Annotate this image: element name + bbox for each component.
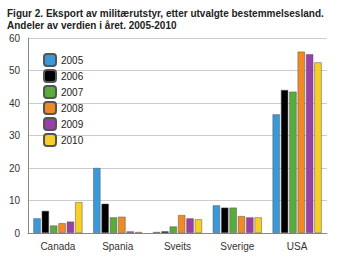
svg-text:2007: 2007: [61, 87, 84, 98]
svg-text:2009: 2009: [61, 119, 84, 130]
svg-text:40: 40: [9, 98, 21, 109]
svg-text:0: 0: [14, 228, 20, 239]
svg-text:2005: 2005: [61, 55, 84, 66]
svg-text:2010: 2010: [61, 135, 84, 146]
svg-text:2006: 2006: [61, 71, 84, 82]
svg-text:Spania: Spania: [102, 241, 134, 252]
svg-text:Sverige: Sverige: [220, 241, 254, 252]
svg-text:USA: USA: [287, 241, 308, 252]
svg-text:60: 60: [9, 33, 21, 44]
svg-text:50: 50: [9, 65, 21, 76]
svg-text:Figur 2. Eksport av militæruts: Figur 2. Eksport av militærutstyr, etter…: [7, 8, 327, 19]
svg-text:20: 20: [9, 163, 21, 174]
svg-text:10: 10: [9, 195, 21, 206]
svg-text:30: 30: [9, 130, 21, 141]
svg-text:2008: 2008: [61, 103, 84, 114]
svg-text:Sveits: Sveits: [164, 241, 191, 252]
svg-text:Andeler av verdien i året. 200: Andeler av verdien i året. 2005-2010: [7, 20, 177, 31]
svg-text:Canada: Canada: [40, 241, 75, 252]
